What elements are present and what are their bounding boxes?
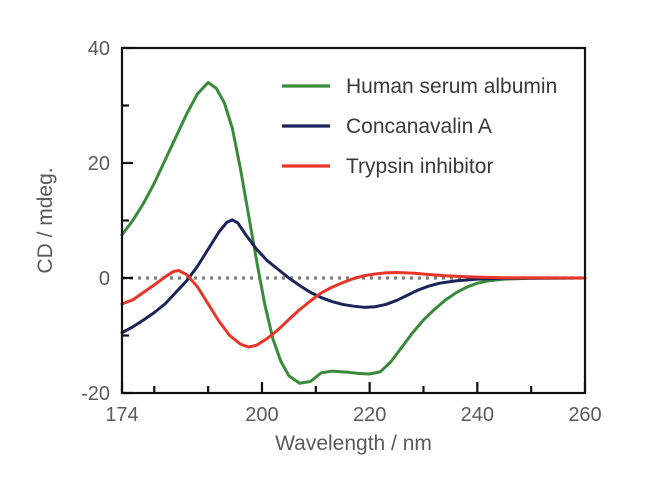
- x-tick-label: 220: [353, 404, 386, 426]
- axes-layer: 174 200 220 240 260 -20 0 20 40: [81, 38, 602, 426]
- y-tick-label: -20: [81, 383, 110, 405]
- legend: Human serum albumin Concanavalin A Trypsin…: [282, 75, 557, 178]
- y-tick-label: 20: [88, 153, 110, 175]
- x-tick-label: 174: [105, 404, 138, 426]
- legend-label-1: Concanavalin A: [346, 115, 492, 138]
- series-line-0: [120, 81, 587, 385]
- y-axis-title: CD / mdeg.: [34, 167, 57, 273]
- y-tick-label: 40: [88, 38, 110, 60]
- y-tick-label: 0: [99, 268, 110, 290]
- legend-label-2: Trypsin inhibitor: [346, 155, 493, 178]
- plot-frame: [120, 46, 587, 395]
- series-line-2: [120, 269, 587, 349]
- plot-layer: [120, 81, 587, 385]
- x-axis-title: Wavelength / nm: [275, 432, 432, 455]
- x-tick-label: 200: [245, 404, 278, 426]
- series-line-1: [120, 218, 587, 335]
- x-tick-label: 240: [461, 404, 494, 426]
- legend-label-0: Human serum albumin: [346, 75, 557, 98]
- x-tick-label: 260: [568, 404, 601, 426]
